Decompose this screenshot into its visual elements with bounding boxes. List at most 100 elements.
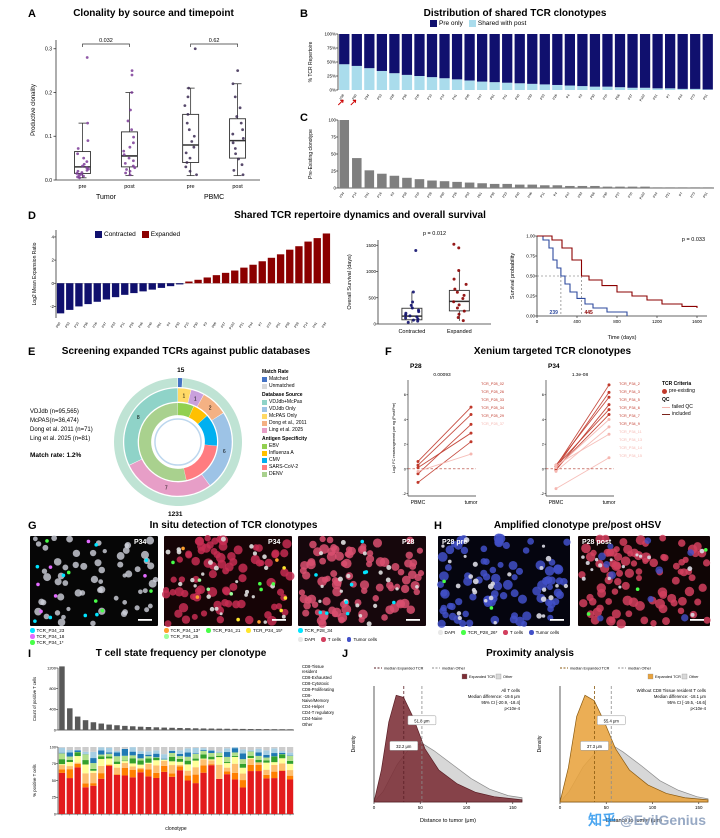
legend-item: TCR_P34_15* — [246, 628, 283, 633]
svg-text:800: 800 — [49, 686, 56, 691]
svg-text:75: 75 — [331, 135, 337, 140]
svg-text:0: 0 — [373, 322, 376, 327]
legend-item: Expanded — [141, 231, 180, 238]
svg-text:P41: P41 — [364, 191, 370, 198]
svg-text:tumor: tumor — [465, 500, 478, 506]
svg-text:-2: -2 — [402, 491, 406, 496]
svg-text:150: 150 — [509, 805, 517, 810]
svg-text:P10: P10 — [426, 93, 432, 100]
tcell-state-legend: CD8-Tissue resident CD8-Exhausted CD8-Cyto… — [300, 664, 342, 728]
svg-text:0.0: 0.0 — [45, 178, 52, 184]
svg-text:P66: P66 — [211, 321, 217, 328]
svg-text:TCR_P28_33: TCR_P28_33 — [481, 398, 504, 402]
svg-text:PBMC: PBMC — [411, 500, 426, 506]
svg-text:P14: P14 — [439, 93, 445, 100]
legend-item: Tumor cells — [346, 637, 377, 642]
legend-item: DAPI — [298, 637, 315, 642]
image-tag: P28 post — [582, 539, 612, 546]
svg-text:Pre-Existing clonotype: Pre-Existing clonotype — [308, 129, 314, 179]
svg-text:TCR_P34_11: TCR_P34_11 — [619, 430, 642, 434]
svg-text:P46: P46 — [138, 321, 144, 328]
panel-g-title: In situ detection of TCR clonotypes — [149, 520, 318, 531]
svg-text:Distance to tumor (μm): Distance to tumor (μm) — [420, 818, 476, 824]
svg-text:TCR_P28_02: TCR_P28_02 — [481, 382, 504, 386]
svg-text:P30: P30 — [602, 191, 608, 198]
legend-item: CD8-Proliferating — [302, 687, 335, 692]
svg-text:Overall Survival (days): Overall Survival (days) — [347, 254, 353, 309]
svg-text:0.1: 0.1 — [45, 134, 52, 140]
svg-text:239: 239 — [550, 310, 559, 316]
panel-b-title: Distribution of shared TCR clonotypes — [423, 8, 607, 19]
legend-item: included — [662, 411, 718, 417]
database-donut: 15 1231 1 1 2 6 7 8 — [113, 367, 242, 518]
svg-text:2: 2 — [51, 258, 54, 263]
svg-text:1: 1 — [183, 393, 186, 399]
svg-text:P23: P23 — [502, 191, 508, 198]
svg-text:P34: P34 — [364, 93, 370, 100]
svg-text:P33: P33 — [174, 321, 180, 328]
svg-text:32.2 μm: 32.2 μm — [396, 744, 412, 749]
svg-text:P51: P51 — [702, 191, 708, 198]
svg-text:400: 400 — [49, 707, 56, 712]
legend-item: VDJdb Only — [262, 406, 340, 412]
svg-text:P3: P3 — [390, 191, 396, 197]
svg-text:TCR_P34_13: TCR_P34_13 — [619, 438, 642, 442]
preexisting-clonotype-bar: 0 25 50 75 100 Pre-Existing clonotype P34 P14 P4… — [308, 118, 714, 200]
svg-text:P10: P10 — [414, 191, 420, 198]
legend-item: TCR_P34_13* — [164, 628, 200, 633]
svg-text:Other: Other — [503, 675, 513, 679]
legend-item: Matched — [262, 376, 340, 382]
insitu-common-legend: DAPI T cells Tumor cells — [298, 637, 430, 643]
insitu-image-1 — [30, 535, 159, 627]
svg-text:-2: -2 — [540, 491, 544, 496]
svg-text:P61: P61 — [489, 93, 495, 100]
svg-text:P46: P46 — [527, 191, 533, 198]
panel-f-letter: F — [385, 346, 392, 358]
svg-text:Count of positive T cells: Count of positive T cells — [32, 677, 37, 721]
legend-item: TCR_P28_34 — [298, 628, 332, 633]
svg-text:P66: P66 — [614, 93, 620, 100]
svg-text:P66: P66 — [589, 191, 595, 198]
amplified-image-post — [578, 534, 711, 629]
svg-text:2: 2 — [542, 442, 545, 447]
svg-text:TCR_P28_37: TCR_P28_37 — [481, 422, 504, 426]
svg-text:0: 0 — [373, 805, 376, 810]
svg-text:P11: P11 — [119, 321, 125, 328]
svg-text:1200: 1200 — [652, 319, 663, 324]
svg-text:800: 800 — [613, 319, 621, 324]
proximity-density-notrm: 0 50 100 150 Distance to tumor (μm) Density 37… — [537, 667, 709, 824]
tcell-state-stack: 0 25 50 75 100 % positive T cells clonotype — [32, 745, 294, 832]
watermark: 知乎 @EvilGenius — [588, 810, 706, 830]
svg-text:P21: P21 — [665, 191, 671, 198]
svg-text:Without CD8 Tissue resident T: Without CD8 Tissue resident T cells — [637, 688, 707, 693]
svg-text:2: 2 — [404, 442, 407, 447]
svg-text:P7: P7 — [666, 93, 672, 99]
expansion-waterfall: -2 0 2 4 Log2 Mean Expansion Ratio P60 P53 P10 P… — [32, 230, 331, 330]
svg-text:0: 0 — [404, 466, 407, 471]
svg-text:75%: 75% — [327, 46, 336, 51]
svg-text:P33: P33 — [527, 93, 533, 100]
svg-text:P40: P40 — [514, 191, 520, 198]
svg-text:p<10e-4: p<10e-4 — [505, 706, 521, 711]
svg-text:Other: Other — [689, 675, 699, 679]
legend-item: Pre only — [430, 20, 463, 27]
svg-text:0.032: 0.032 — [99, 38, 113, 44]
svg-text:-2: -2 — [50, 304, 54, 309]
image-tag: P28 — [402, 539, 415, 546]
clonotype-count-bar: 0 400 800 1200 Count of positive T cells — [32, 665, 294, 732]
svg-text:Expanded: Expanded — [447, 329, 472, 335]
svg-text:median Expanded TCR: median Expanded TCR — [384, 667, 424, 671]
svg-text:P26: P26 — [452, 191, 458, 198]
donut-legend: Match Rate Matched Unmatched Database Sourc… — [262, 366, 340, 478]
svg-text:P61: P61 — [477, 191, 483, 198]
svg-text:P16: P16 — [376, 191, 382, 198]
svg-text:P73: P73 — [266, 321, 272, 328]
svg-text:P44: P44 — [652, 191, 658, 198]
image-tag: P28 pre — [442, 539, 468, 546]
svg-text:P23: P23 — [539, 93, 545, 100]
watermark-handle: @EvilGenius — [619, 812, 706, 828]
svg-text:P30: P30 — [193, 321, 199, 328]
panel-e-letter: E — [28, 346, 36, 358]
match-rate-label: Match rate: 1.2% — [30, 452, 82, 459]
